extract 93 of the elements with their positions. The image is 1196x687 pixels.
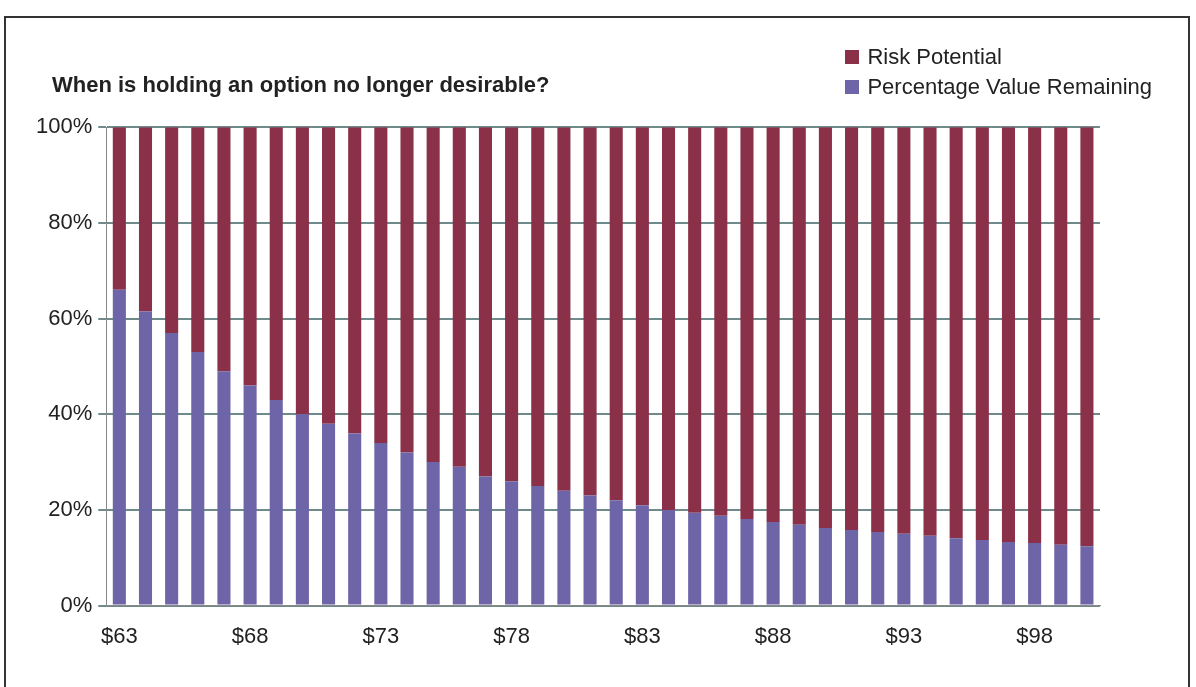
legend-label: Risk Potential xyxy=(867,44,1002,70)
bar xyxy=(975,127,989,541)
bar xyxy=(975,540,989,605)
bar xyxy=(1054,544,1068,605)
bar xyxy=(661,509,676,605)
bar xyxy=(269,399,283,605)
x-tick-label: $78 xyxy=(493,622,530,648)
bar xyxy=(923,535,937,605)
x-tick-label: $88 xyxy=(754,622,792,648)
bar xyxy=(112,127,126,290)
bar xyxy=(243,127,257,386)
x-tick-label: $83 xyxy=(624,622,661,648)
bar xyxy=(740,519,754,605)
bar xyxy=(635,505,649,605)
bar xyxy=(792,524,806,605)
bar xyxy=(505,481,519,605)
bar xyxy=(112,289,126,605)
bar xyxy=(243,385,257,605)
y-tick-label: 20% xyxy=(48,495,93,521)
bar xyxy=(609,127,623,501)
bar xyxy=(348,127,362,434)
bar xyxy=(845,530,859,605)
x-tick-label: $68 xyxy=(231,622,269,648)
bar xyxy=(348,433,362,605)
bar xyxy=(295,414,309,605)
bar xyxy=(374,442,388,605)
legend-label: Percentage Value Remaining xyxy=(867,74,1152,100)
bar xyxy=(138,311,153,605)
bar xyxy=(583,495,597,605)
bar xyxy=(165,332,179,605)
y-tick-label: 100% xyxy=(35,113,93,139)
bar xyxy=(1028,542,1042,605)
bar xyxy=(505,127,519,482)
bar xyxy=(871,127,885,532)
bar xyxy=(531,127,545,486)
bar xyxy=(557,127,571,491)
chart-title: When is holding an option no longer desirable? xyxy=(52,72,550,98)
bar xyxy=(949,538,963,605)
bar xyxy=(661,127,676,510)
bar xyxy=(740,127,754,520)
bar xyxy=(400,127,414,453)
bar xyxy=(923,127,937,536)
x-tick-label: $93 xyxy=(885,622,923,648)
bar xyxy=(165,127,179,333)
bar xyxy=(818,127,832,529)
bar xyxy=(1080,127,1094,547)
bar xyxy=(374,127,388,443)
bar xyxy=(609,500,623,605)
y-tick-label: 60% xyxy=(48,304,93,330)
bar xyxy=(1001,127,1016,542)
bar xyxy=(792,127,806,525)
bar xyxy=(766,127,780,522)
bar xyxy=(557,490,571,605)
bar xyxy=(688,127,702,513)
bar xyxy=(138,127,153,312)
bar xyxy=(897,533,911,605)
bar xyxy=(1054,127,1068,545)
bar xyxy=(845,127,859,531)
bar xyxy=(400,452,414,605)
bar xyxy=(191,352,205,605)
bar xyxy=(897,127,911,534)
bar xyxy=(1028,127,1042,543)
bar xyxy=(295,127,309,415)
bar xyxy=(426,462,440,605)
bar xyxy=(217,371,231,605)
bar xyxy=(531,486,545,605)
bar xyxy=(426,127,440,463)
bar xyxy=(583,127,597,496)
bar xyxy=(322,127,336,424)
bar xyxy=(871,531,885,605)
x-tick-label: $98 xyxy=(1016,622,1053,648)
bar xyxy=(1001,541,1016,605)
bar xyxy=(714,515,728,605)
bar xyxy=(217,127,231,372)
bar xyxy=(452,127,466,467)
bar xyxy=(688,512,702,605)
bar xyxy=(818,528,832,605)
bar xyxy=(478,476,492,605)
bar xyxy=(1080,546,1094,605)
bar xyxy=(714,127,728,516)
bar xyxy=(635,127,649,506)
x-tick-label: $63 xyxy=(100,622,138,648)
bar xyxy=(452,466,466,605)
y-tick-label: 40% xyxy=(48,400,93,426)
bar xyxy=(766,521,780,605)
bar xyxy=(269,127,283,400)
bar xyxy=(191,127,205,353)
bar xyxy=(322,423,336,605)
x-tick-label: $73 xyxy=(362,622,400,648)
bar xyxy=(949,127,963,539)
y-tick-label: 80% xyxy=(48,208,93,234)
y-tick-label: 0% xyxy=(60,591,93,617)
bar xyxy=(478,127,492,477)
